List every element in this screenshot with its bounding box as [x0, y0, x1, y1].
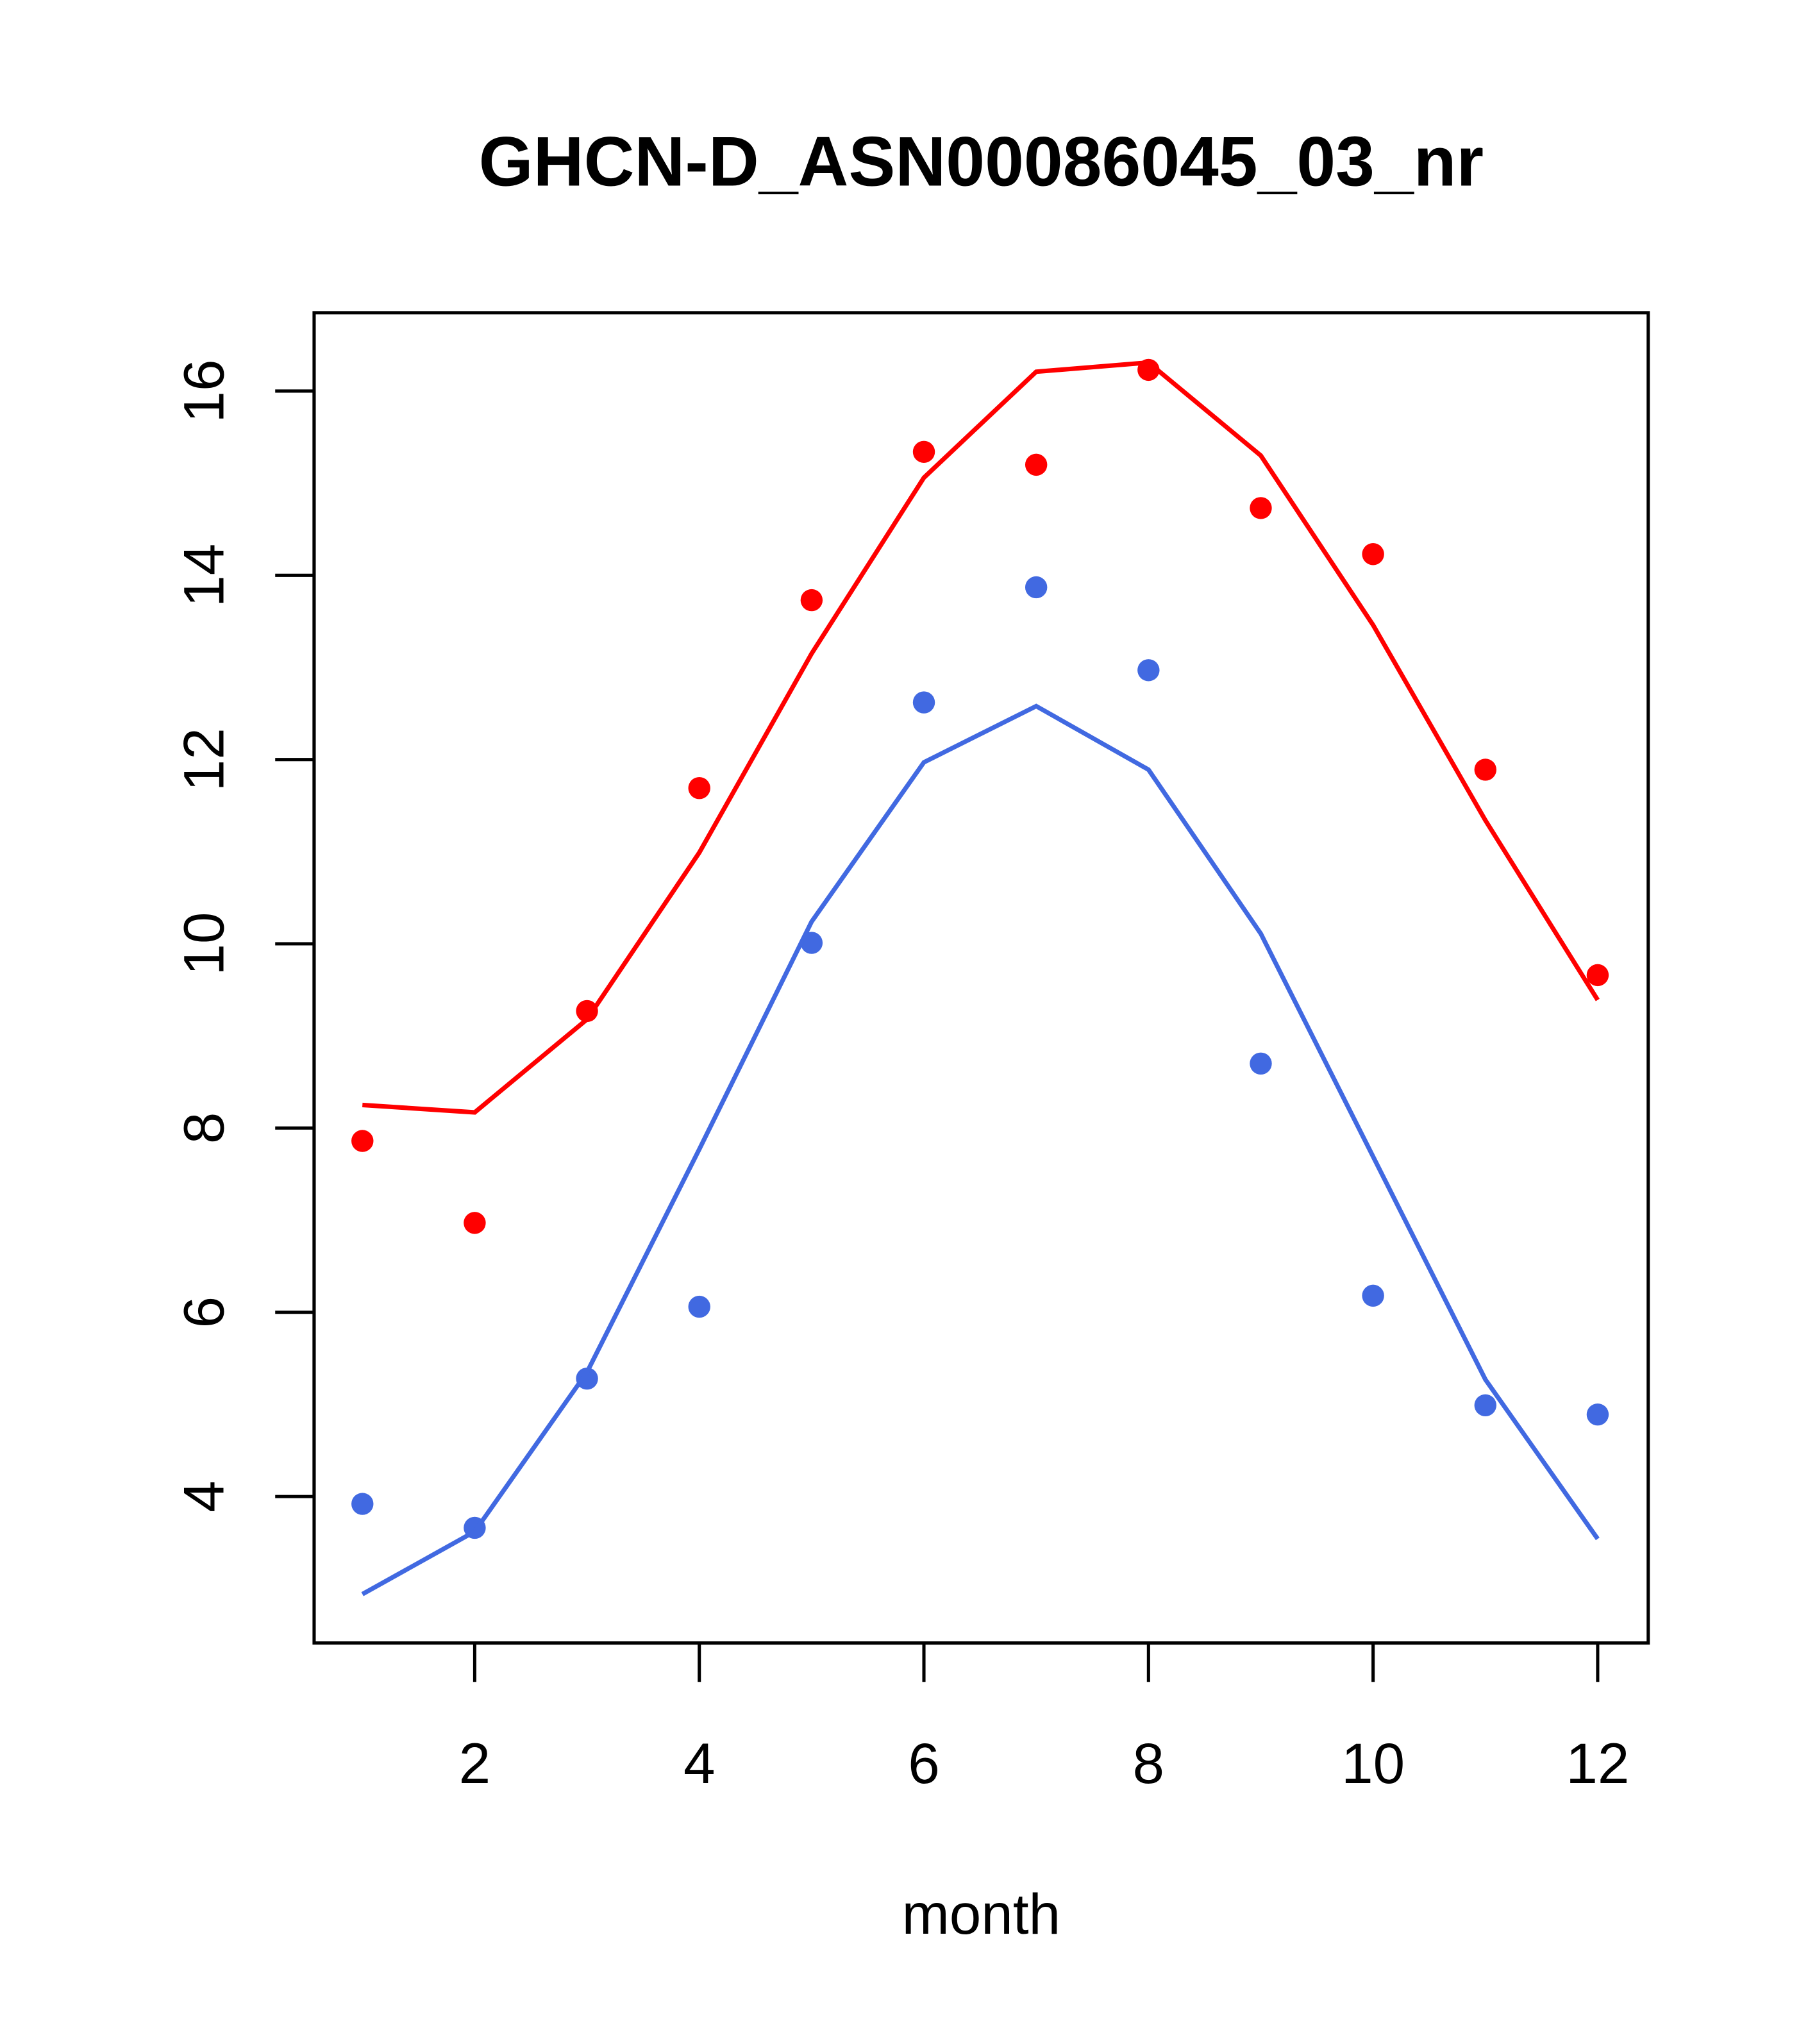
plot-frame [312, 311, 1650, 1645]
y-tick-label: 4 [171, 1480, 235, 1512]
blue-line [361, 703, 1600, 1596]
blue-point [1025, 576, 1048, 599]
y-axis: 4 6 8 10 12 14 16 [171, 359, 316, 1512]
y-tick-label: 16 [171, 359, 235, 423]
x-tick-label: 10 [1341, 1731, 1405, 1795]
red-point [800, 589, 823, 612]
x-axis-label: month [902, 1882, 1061, 1946]
blue-point [1362, 1284, 1384, 1307]
red-point [1474, 758, 1496, 781]
red-point [351, 1130, 374, 1152]
red-point [1025, 453, 1048, 476]
blue-point [912, 691, 935, 714]
y-tick-label: 10 [171, 912, 235, 975]
red-point [912, 440, 935, 463]
y-tick-label: 6 [171, 1296, 235, 1328]
x-tick-label: 2 [459, 1731, 491, 1795]
y-tick-label: 8 [171, 1112, 235, 1144]
red-point [576, 1000, 598, 1023]
x-tick-label: 4 [683, 1731, 716, 1795]
x-tick-label: 6 [908, 1731, 940, 1795]
blue-point [1586, 1403, 1609, 1426]
blue-point [351, 1493, 374, 1515]
blue-point [1250, 1052, 1272, 1075]
red-point [1362, 543, 1384, 565]
blue-point [688, 1295, 710, 1318]
plot-marks [351, 358, 1609, 1596]
red-line [362, 360, 1600, 1115]
blue-point [1137, 659, 1160, 682]
x-axis: 2 4 6 8 10 12 [459, 1641, 1629, 1795]
x-tick-label: 8 [1133, 1731, 1165, 1795]
y-tick-label: 12 [171, 728, 235, 791]
blue-point [1474, 1394, 1496, 1417]
red-point [1586, 964, 1609, 987]
chart-title: GHCN-D_ASN00086045_03_nr [479, 122, 1484, 201]
red-point [464, 1212, 486, 1234]
y-tick-label: 14 [171, 544, 235, 607]
red-point [688, 776, 710, 800]
red-point [1250, 497, 1272, 519]
x-tick-label: 12 [1566, 1731, 1629, 1795]
blue-point [576, 1367, 598, 1390]
